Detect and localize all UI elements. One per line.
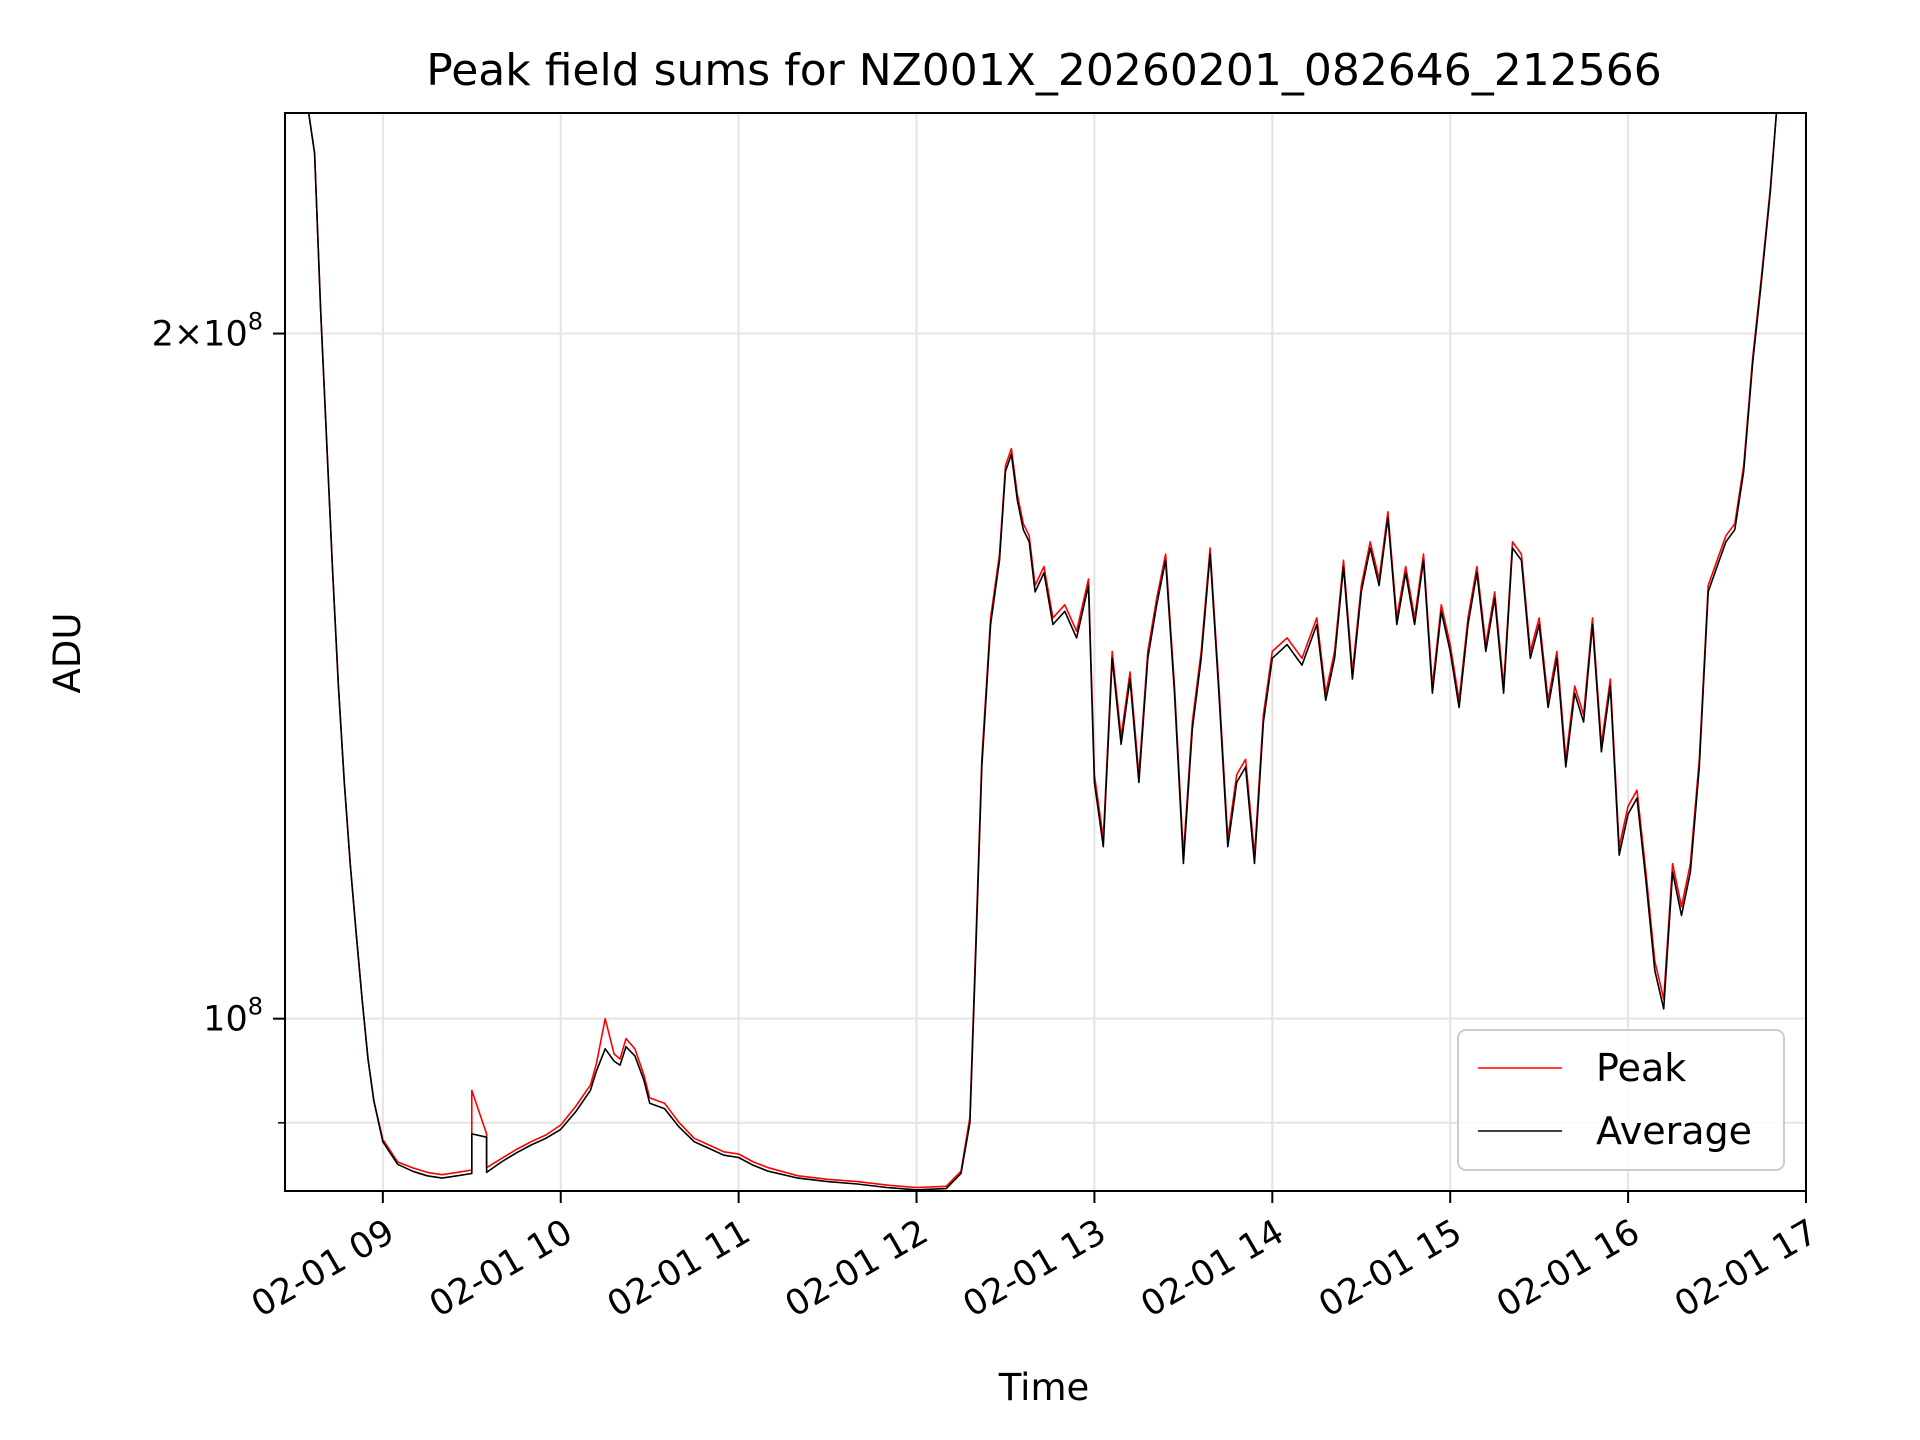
y-axis: 108 2×108 xyxy=(152,308,285,1124)
legend-label-average: Average xyxy=(1596,1109,1752,1153)
y-axis-label: ADU xyxy=(46,613,89,694)
plot-frame xyxy=(284,112,1807,1192)
y-tick-label: 108 xyxy=(203,993,263,1040)
legend: Peak Average xyxy=(1457,1029,1785,1171)
x-axis-label: Time xyxy=(998,1366,1090,1409)
series-line-average xyxy=(285,113,1786,1191)
series-layer xyxy=(285,113,1786,1191)
legend-box xyxy=(1457,1029,1785,1171)
y-tick-label: 2×108 xyxy=(152,308,263,355)
series-line-peak xyxy=(285,113,1786,1189)
legend-label-peak: Peak xyxy=(1596,1046,1686,1090)
chart-title: Peak field sums for NZ001X_20260201_0826… xyxy=(426,45,1662,96)
